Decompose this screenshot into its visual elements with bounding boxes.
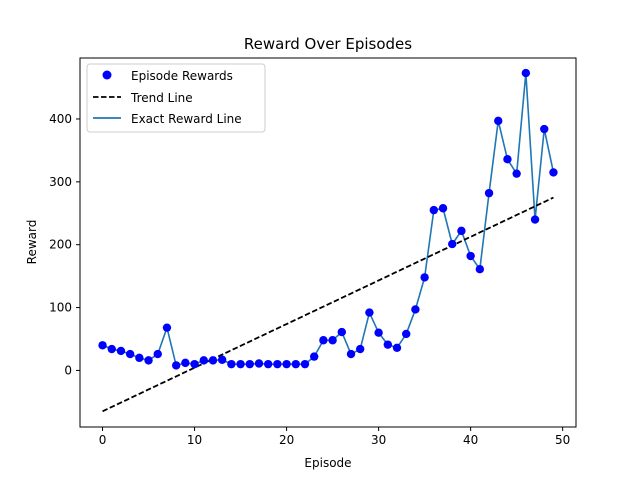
episode-reward-point <box>98 341 107 350</box>
x-tick-label: 20 <box>279 433 294 447</box>
episode-reward-point <box>116 346 126 356</box>
episode-reward-point <box>328 336 337 345</box>
episode-reward-point <box>125 349 135 359</box>
episode-reward-point <box>337 327 347 337</box>
episode-reward-point <box>273 359 282 369</box>
x-axis-label: Episode <box>304 456 351 470</box>
episode-reward-point <box>282 359 291 369</box>
y-axis: 0 100 200 300 400 <box>49 112 80 377</box>
episode-reward-point <box>466 251 475 261</box>
episode-reward-point <box>448 239 457 249</box>
plot-frame <box>79 57 577 428</box>
episode-reward-point <box>162 323 172 332</box>
y-axis-label: Reward <box>25 220 39 265</box>
trend-line <box>102 196 554 413</box>
episode-reward-point <box>144 356 153 365</box>
episode-reward-point <box>319 336 328 345</box>
episode-reward-point <box>291 359 300 369</box>
episode-reward-point <box>484 188 494 198</box>
episode-reward-point <box>530 215 540 224</box>
episode-reward-point <box>309 352 319 361</box>
episode-reward-point <box>227 359 236 369</box>
x-tick-label: 0 <box>99 433 107 447</box>
episode-reward-point <box>135 353 144 363</box>
y-tick-label: 0 <box>64 363 72 377</box>
x-tick-label: 30 <box>371 433 386 447</box>
episode-reward-point <box>512 169 521 178</box>
episode-reward-point <box>190 359 199 369</box>
episode-reward-point <box>107 344 116 354</box>
y-tick-label: 200 <box>49 238 72 252</box>
y-tick-label: 100 <box>49 301 72 315</box>
episode-reward-point <box>420 273 429 282</box>
episode-reward-point <box>494 116 503 126</box>
episode-reward-point <box>521 68 531 78</box>
legend-marker-episode-rewards <box>102 70 112 80</box>
y-tick-label: 300 <box>49 175 72 189</box>
episode-reward-point <box>540 124 549 134</box>
episode-reward-point <box>245 359 254 369</box>
episode-reward-point <box>300 359 310 369</box>
episode-reward-point <box>263 359 273 369</box>
episode-reward-point <box>254 359 264 368</box>
chart-title: Reward Over Episodes <box>244 35 412 53</box>
episode-reward-point <box>402 329 411 339</box>
episode-reward-point <box>429 205 439 215</box>
episode-reward-point <box>356 344 365 354</box>
episode-reward-point <box>208 356 218 365</box>
legend-label-trend-line: Trend Line <box>130 91 193 105</box>
episode-reward-point <box>457 226 466 236</box>
episode-reward-point <box>374 328 383 337</box>
episode-reward-point <box>199 356 208 365</box>
episode-reward-point <box>217 355 227 364</box>
episode-reward-point <box>383 340 393 349</box>
episode-reward-point <box>181 358 190 368</box>
episode-reward-point <box>153 349 162 359</box>
y-tick-label: 400 <box>49 112 72 126</box>
x-tick-label: 10 <box>187 433 202 447</box>
episode-reward-point <box>392 343 402 352</box>
x-tick-label: 40 <box>463 433 478 447</box>
x-axis: 0 10 20 30 40 50 <box>99 427 570 447</box>
episode-reward-point <box>171 361 181 370</box>
x-tick-label: 50 <box>555 433 570 447</box>
episode-reward-point <box>549 168 558 177</box>
episode-reward-point <box>475 265 485 274</box>
legend-box <box>86 63 266 133</box>
legend-label-episode-rewards: Episode Rewards <box>131 69 233 83</box>
legend: Episode Rewards Trend Line Exact Reward … <box>86 63 266 133</box>
episode-reward-point <box>438 204 448 213</box>
episode-reward-point <box>503 155 512 164</box>
episode-reward-point <box>346 349 356 359</box>
episode-reward-point <box>411 305 420 314</box>
episode-reward-point <box>365 308 374 317</box>
legend-label-exact-reward-line: Exact Reward Line <box>131 112 242 126</box>
plot-area <box>98 68 558 413</box>
episode-reward-point <box>236 359 245 369</box>
